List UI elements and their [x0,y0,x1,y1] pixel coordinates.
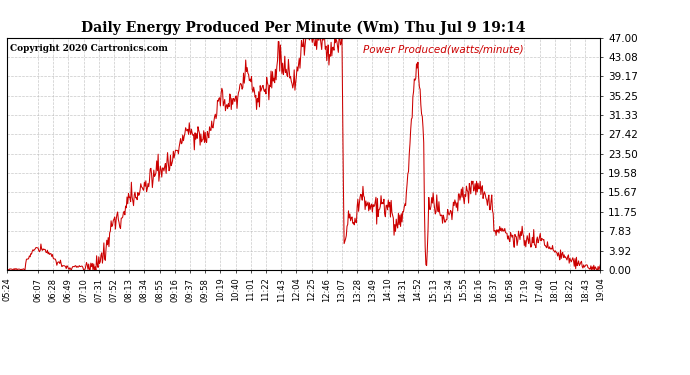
Title: Daily Energy Produced Per Minute (Wm) Thu Jul 9 19:14: Daily Energy Produced Per Minute (Wm) Th… [81,21,526,35]
Text: Copyright 2020 Cartronics.com: Copyright 2020 Cartronics.com [10,45,168,54]
Text: Power Produced(watts/minute): Power Produced(watts/minute) [363,45,524,54]
